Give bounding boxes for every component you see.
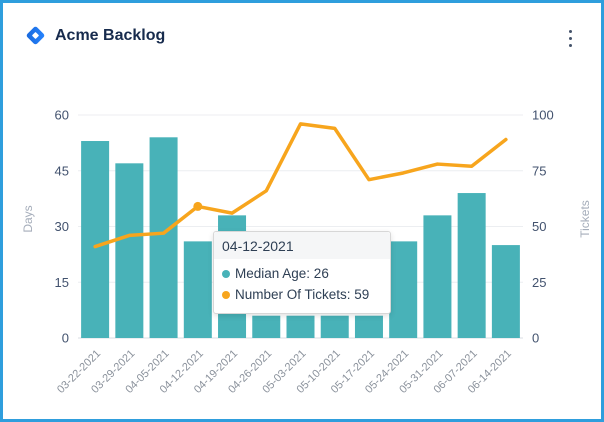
tooltip-item: Number Of Tickets: 59	[222, 284, 382, 305]
left-axis-tick-label: 45	[55, 163, 69, 178]
chart-tooltip: 04-12-2021 Median Age: 26 Number Of Ticke…	[213, 231, 391, 314]
left-axis-tick-label: 60	[55, 108, 69, 123]
right-axis-tick-label: 75	[532, 163, 546, 178]
app-logo-icon	[25, 25, 46, 46]
right-axis-tick-label: 100	[532, 108, 554, 123]
tooltip-item-text: Number Of Tickets: 59	[235, 287, 370, 302]
right-axis-tick-label: 50	[532, 219, 546, 234]
bar-median-age[interactable]	[389, 241, 418, 338]
left-axis-tick-label: 0	[62, 331, 69, 346]
tooltip-series-dot-icon	[222, 269, 230, 278]
bar-median-age[interactable]	[423, 215, 452, 338]
kebab-menu-icon[interactable]	[563, 26, 577, 50]
tooltip-item-text: Median Age: 26	[235, 266, 329, 281]
tooltip-series-dot-icon	[222, 290, 230, 299]
left-axis-tick-label: 15	[55, 275, 69, 290]
right-axis-tick-label: 25	[532, 275, 546, 290]
tooltip-item: Median Age: 26	[222, 263, 382, 284]
bar-median-age[interactable]	[115, 163, 144, 338]
app-title: Acme Backlog	[55, 26, 166, 44]
bar-median-age[interactable]	[320, 315, 349, 338]
bar-median-age[interactable]	[354, 315, 383, 338]
bar-median-age[interactable]	[286, 315, 315, 338]
tooltip-title: 04-12-2021	[214, 232, 390, 259]
bar-median-age[interactable]	[81, 141, 110, 338]
line-number-of-tickets[interactable]	[93, 122, 508, 249]
right-axis-title: Tickets	[578, 200, 592, 238]
bar-median-age[interactable]	[457, 193, 486, 338]
header: Acme Backlog	[25, 25, 165, 46]
active-point-marker[interactable]	[193, 201, 203, 211]
right-axis-tick-label: 0	[532, 331, 539, 346]
bar-median-age[interactable]	[491, 245, 520, 338]
left-axis-tick-label: 30	[55, 219, 69, 234]
bar-median-age[interactable]	[252, 315, 281, 338]
tooltip-items: Median Age: 26 Number Of Tickets: 59	[214, 259, 390, 313]
left-axis-title: Days	[21, 205, 35, 232]
bar-median-age[interactable]	[149, 137, 178, 338]
bar-median-age[interactable]	[183, 241, 212, 338]
